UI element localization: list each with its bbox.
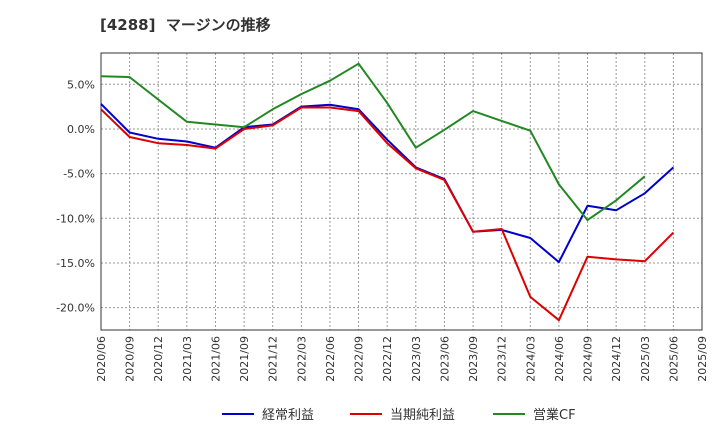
legend-label: 当期純利益 (390, 408, 455, 423)
x-tick-label: 2024/09 (582, 336, 595, 382)
y-axis-ticks: 5.0% 0.0% -5.0% -10.0% -15.0% -20.0% (56, 78, 95, 314)
series-lines (100, 62, 675, 322)
series-line-3 (100, 62, 646, 222)
y-tick-label: 0.0% (67, 123, 95, 136)
y-tick-label: -20.0% (56, 302, 95, 315)
x-tick-label: 2021/12 (267, 336, 280, 382)
x-tick-label: 2022/12 (381, 336, 394, 382)
x-tick-label: 2025/03 (639, 336, 652, 382)
x-tick-label: 2024/12 (610, 336, 623, 382)
chart-title: [4288] マージンの推移 (100, 16, 271, 34)
x-tick-label: 2025/06 (667, 336, 680, 382)
x-tick-label: 2022/03 (295, 336, 308, 382)
series-line-1 (100, 103, 675, 264)
x-tick-label: 2024/03 (524, 336, 537, 382)
x-tick-label: 2020/06 (95, 336, 108, 382)
x-axis-ticks: 2020/06 2020/09 2020/12 2021/03 2021/06 2021/… (95, 336, 709, 382)
x-tick-label: 2025/09 (696, 336, 709, 382)
x-tick-label: 2024/06 (553, 336, 566, 382)
x-tick-label: 2022/09 (353, 336, 366, 382)
x-tick-label: 2023/12 (496, 336, 509, 382)
x-tick-label: 2020/12 (152, 336, 165, 382)
x-tick-label: 2021/06 (209, 336, 222, 382)
y-tick-label: 5.0% (67, 78, 95, 91)
x-tick-label: 2023/06 (438, 336, 451, 382)
x-tick-label: 2021/09 (238, 336, 251, 382)
y-tick-label: -5.0% (63, 168, 95, 181)
x-tick-label: 2023/09 (467, 336, 480, 382)
plot-area-frame (100, 52, 703, 331)
y-tick-label: -10.0% (56, 212, 95, 225)
y-tick-label: -15.0% (56, 257, 95, 270)
x-tick-label: 2021/03 (181, 336, 194, 382)
legend: 経常利益 当期純利益 営業CF (222, 407, 576, 423)
legend-label: 経常利益 (262, 408, 314, 423)
legend-label: 営業CF (533, 407, 576, 423)
series-line-2 (100, 106, 675, 322)
x-tick-label: 2022/06 (324, 336, 337, 382)
x-tick-label: 2020/09 (124, 336, 137, 382)
grid-lines (101, 53, 702, 330)
x-tick-label: 2023/03 (410, 336, 423, 382)
